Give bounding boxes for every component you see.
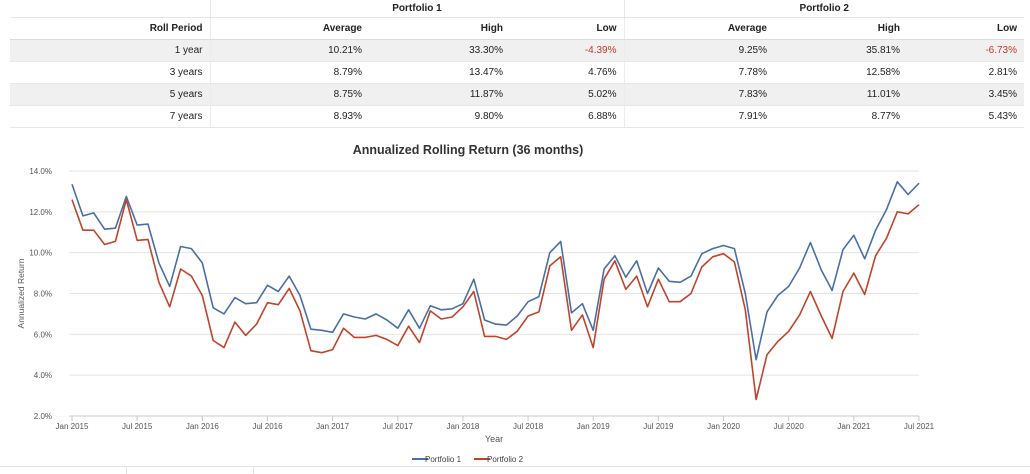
series-line-portfolio-1 [71,180,920,361]
p1-high-cell: 13.47% [369,61,510,84]
header-p2-low: Low [907,17,1025,40]
y-tick-label: 12.0% [29,208,52,217]
table-row: 7 years 8.93% 9.80% 6.88% 7.91% 8.77% 5.… [10,105,1025,128]
p2-high-cell: 8.77% [774,105,907,128]
x-tick-label: Jan 2019 [577,422,610,431]
group-spacer [10,0,210,18]
rolling-returns-table: Portfolio 1 Portfolio 2 Roll Period Aver… [10,0,1025,128]
p1-high-cell: 9.80% [369,105,510,128]
header-p2-average: Average [623,17,774,40]
p1-average-cell: 10.21% [209,39,369,62]
y-tick-label: 6.0% [34,330,52,339]
x-tick-label: Jul 2019 [643,422,674,431]
portfolio-2-group-header: Portfolio 2 [623,0,1025,18]
y-tick-label: 8.0% [34,290,52,299]
x-tick-label: Jan 2021 [837,422,870,431]
chart-title: Annualized Rolling Return (36 months) [352,143,584,157]
x-tick-label: Jan 2020 [707,422,740,431]
p2-average-cell: 9.25% [623,39,774,62]
p1-average-cell: 8.79% [209,61,369,84]
x-axis-title: Year [485,434,503,444]
portfolio-1-group-header: Portfolio 1 [209,0,624,18]
x-tick-label: Jan 2015 [56,422,89,431]
x-tick-label: Jul 2016 [252,422,283,431]
x-tick-label: Jan 2018 [446,422,479,431]
p1-average-cell: 8.93% [209,105,369,128]
p1-average-cell: 8.75% [209,83,369,106]
p2-high-cell: 12.58% [774,61,907,84]
x-tick-label: Jan 2016 [186,422,219,431]
roll-period-cell: 5 years [10,83,210,106]
y-tick-label: 14.0% [29,167,52,176]
p2-low-cell: 5.43% [907,105,1025,128]
p2-average-cell: 7.83% [623,83,774,106]
p1-low-cell: -4.39% [510,39,624,62]
x-tick-label: Jul 2018 [513,422,544,431]
x-tick-label: Jul 2020 [774,422,805,431]
column-header-row: Roll Period Average High Low Average Hig… [10,17,1025,40]
y-tick-label: 2.0% [34,412,52,421]
p2-average-cell: 7.78% [623,61,774,84]
bottom-divider [0,466,1030,474]
legend-label-portfolio-2: Portfolio 2 [487,455,524,464]
header-p2-high: High [774,17,907,40]
p2-average-cell: 7.91% [623,105,774,128]
rolling-return-chart: 2.0% 4.0% 6.0% 8.0% 10.0% 12.0% 14.0% Jan 2015 J… [16,167,935,464]
x-tick-label: Jan 2017 [316,422,349,431]
x-tick-label: Jul 2021 [904,422,935,431]
roll-period-cell: 1 year [10,39,210,62]
p2-low-cell: 2.81% [907,61,1025,84]
header-p1-low: Low [510,17,624,40]
header-p1-high: High [369,17,510,40]
y-tick-label: 10.0% [29,249,52,258]
x-tick-label: Jul 2017 [383,422,414,431]
legend-label-portfolio-1: Portfolio 1 [425,455,462,464]
p2-low-cell: -6.73% [907,39,1025,62]
series-line-portfolio-2 [71,198,920,401]
table-row: 3 years 8.79% 13.47% 4.76% 7.78% 12.58% … [10,61,1025,84]
bottom-divider-tick [253,467,254,474]
roll-period-cell: 3 years [10,61,210,84]
p1-low-cell: 6.88% [510,105,624,128]
y-axis-title: Annualized Return [16,258,26,328]
p1-low-cell: 4.76% [510,61,624,84]
p2-high-cell: 35.81% [774,39,907,62]
y-tick-label: 4.0% [34,371,52,380]
table-row: 5 years 8.75% 11.87% 5.02% 7.83% 11.01% … [10,83,1025,106]
x-tick-label: Jul 2015 [122,422,153,431]
p2-high-cell: 11.01% [774,83,907,106]
table-row: 1 year 10.21% 33.30% -4.39% 9.25% 35.81%… [10,39,1025,62]
roll-period-cell: 7 years [10,105,210,128]
header-p1-average: Average [209,17,369,40]
bottom-divider-tick [126,467,127,474]
p1-high-cell: 33.30% [369,39,510,62]
p1-high-cell: 11.87% [369,83,510,106]
p2-low-cell: 3.45% [907,83,1025,106]
header-roll-period: Roll Period [10,17,210,40]
p1-low-cell: 5.02% [510,83,624,106]
portfolio-group-header-row: Portfolio 1 Portfolio 2 [10,0,1025,18]
